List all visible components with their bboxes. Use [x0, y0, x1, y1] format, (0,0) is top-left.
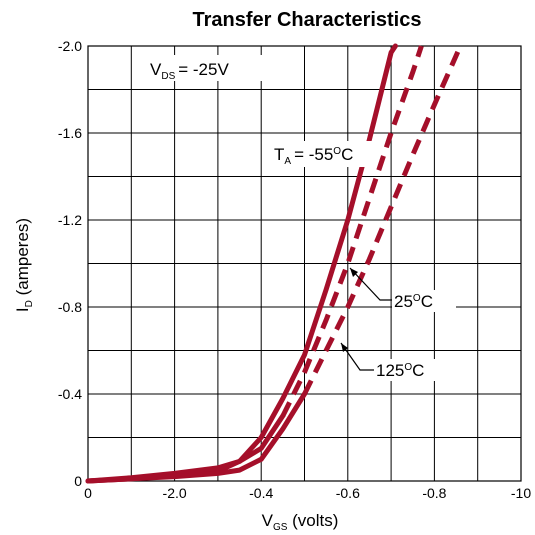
y-tick-label: -1.6	[58, 125, 82, 141]
leader-25c	[349, 267, 392, 301]
chart-title: Transfer Characteristics	[192, 9, 421, 31]
x-axis-ticks: 0 -2.0 -0.4 -0.6 -0.8 -10	[84, 485, 531, 501]
label-25c: 25OC	[394, 292, 433, 311]
curves	[85, 43, 463, 484]
x-tick-label: -0.4	[249, 485, 273, 501]
y-tick-label: -0.4	[58, 386, 82, 402]
x-tick-label: -0.8	[422, 485, 446, 501]
annotations: VDS = -25V TA = -55OC 25OC 125OC	[146, 55, 456, 381]
vds-condition-label: VDS = -25V	[150, 60, 229, 82]
y-axis-ticks: 0 -0.4 -0.8 -1.2 -1.6 -2.0	[58, 38, 82, 489]
curve-2-dashed	[280, 45, 424, 417]
x-tick-label: -0.6	[336, 485, 360, 501]
grid	[88, 46, 521, 481]
y-tick-label: -1.2	[58, 212, 82, 228]
curve-3-dashed	[302, 44, 463, 396]
x-axis-label: VGS (volts)	[262, 511, 339, 533]
y-tick-label: 0	[74, 473, 82, 489]
leader-125c	[340, 342, 374, 371]
plot-frame	[87, 45, 522, 482]
y-axis-label: ID (amperes)	[13, 218, 35, 312]
label-125c: 125OC	[376, 361, 424, 380]
y-tick-label: -0.8	[58, 299, 82, 315]
arrow-125c-icon	[341, 343, 348, 352]
x-tick-label: 0	[84, 485, 92, 501]
arrow-25c-icon	[350, 268, 358, 277]
x-tick-label: -2.0	[163, 485, 187, 501]
ta-label: TA = -55OC	[274, 145, 353, 167]
x-tick-label: -10	[511, 485, 531, 501]
y-tick-label: -2.0	[58, 38, 82, 54]
curve-3-solid	[85, 391, 307, 484]
